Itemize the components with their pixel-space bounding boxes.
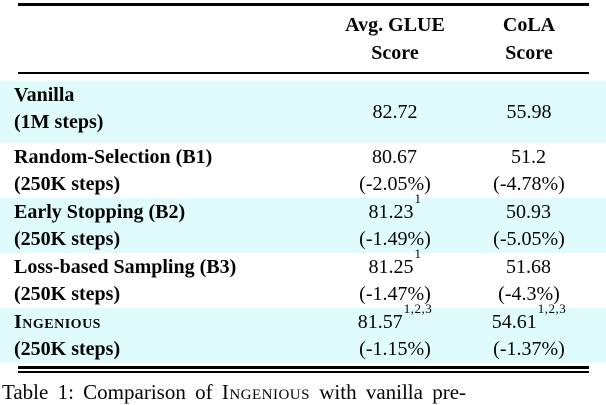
caption-smallcaps-word: Ingenious [221,380,310,404]
glue-delta-pct: (-1.15%) [359,338,431,360]
method-steps: (250K steps) [14,338,121,360]
cola-value: 51.2 [511,146,546,168]
glue-value: 80.67 [372,146,417,168]
method-name: Vanilla [14,84,75,106]
glue-value: 81.231 [368,191,422,223]
results-table-figure: Avg. GLUE Score CoLA Score Vanilla (1M s… [0,3,606,405]
method-name: Ingenious [14,311,101,333]
row-loss-based-sampling: Loss-based Sampling (B3) (250K steps) 81… [0,246,606,308]
cola-value: 51.68 [506,256,551,278]
cola-value-cell: 51.68 (-4.3%) [454,253,604,308]
glue-value: 81.571,2,3 [357,301,433,333]
method-steps: (250K steps) [14,228,121,250]
header-glue-line2: Score [371,42,419,64]
cola-value: 50.93 [506,201,551,223]
bottom-rule [18,366,589,373]
method-cell: Random-Selection (B1) (250K steps) [0,143,336,198]
cola-value-cell: 50.93 (-5.05%) [454,198,604,253]
glue-value: 82.72 [372,100,418,123]
cola-value-cell: 55.98 [454,81,604,143]
cola-delta-pct: (-4.3%) [498,283,560,305]
header-cola-line1: CoLA [502,14,556,36]
glue-delta-pct: (-2.05%) [359,173,431,195]
cola-delta-pct: (-5.05%) [493,228,565,250]
cola-value-cell: 54.611,2,3 (-1.37%) [454,301,604,363]
glue-superscript: 1 [414,246,422,262]
method-cell: Ingenious (250K steps) [0,308,336,363]
method-cell: Early Stopping (B2) (250K steps) [0,198,336,253]
glue-value-cell: 81.571,2,3 (-1.15%) [336,301,454,363]
row-ingenious: Ingenious (250K steps) 81.571,2,3 (-1.15… [0,301,606,363]
cola-value-cell: 51.2 (-4.78%) [454,143,604,198]
method-name: Loss-based Sampling (B3) [14,256,237,278]
cola-superscript: 1,2,3 [537,301,567,317]
cola-delta-pct: (-1.37%) [493,338,565,360]
row-vanilla: Vanilla (1M steps) 82.72 55.98 [0,81,606,143]
header-cola-line2: Score [505,42,553,64]
row-random-selection: Random-Selection (B1) (250K steps) 80.67… [0,143,606,198]
glue-superscript: 1,2,3 [403,301,433,317]
glue-value-cell: 81.251 (-1.47%) [336,246,454,308]
cola-delta-pct: (-4.78%) [493,173,565,195]
method-cell: Loss-based Sampling (B3) (250K steps) [0,253,336,308]
glue-value-cell: 81.231 (-1.49%) [336,191,454,253]
method-cell: Vanilla (1M steps) [0,81,336,143]
cola-value: 54.611,2,3 [491,301,567,333]
glue-value-cell: 82.72 [336,81,454,143]
table-body: Vanilla (1M steps) 82.72 55.98 Random-Se… [0,81,606,363]
cola-value: 55.98 [506,100,552,123]
glue-superscript: 1 [414,191,422,207]
method-name: Early Stopping (B2) [14,201,186,223]
header-rule [18,72,589,74]
method-steps: (1M steps) [14,111,104,133]
glue-value-cell: 80.67 (-2.05%) [336,143,454,198]
method-steps: (250K steps) [14,283,121,305]
glue-delta-pct: (-1.49%) [359,228,431,250]
method-steps: (250K steps) [14,173,121,195]
glue-delta-pct: (-1.47%) [359,283,431,305]
caption-prefix: Table 1: Comparison of [2,380,222,404]
glue-value: 81.251 [368,246,422,278]
header-cola-score: CoLA Score [454,11,604,67]
top-rule [18,3,589,6]
table-caption: Table 1: Comparison of Ingenious with va… [0,379,606,405]
caption-suffix: with vanilla pre- [309,380,467,404]
header-glue-line1: Avg. GLUE [345,14,445,36]
header-avg-glue-score: Avg. GLUE Score [336,11,454,67]
method-name: Random-Selection (B1) [14,146,213,168]
table-header: Avg. GLUE Score CoLA Score [0,6,606,72]
row-early-stopping: Early Stopping (B2) (250K steps) 81.231 … [0,191,606,253]
